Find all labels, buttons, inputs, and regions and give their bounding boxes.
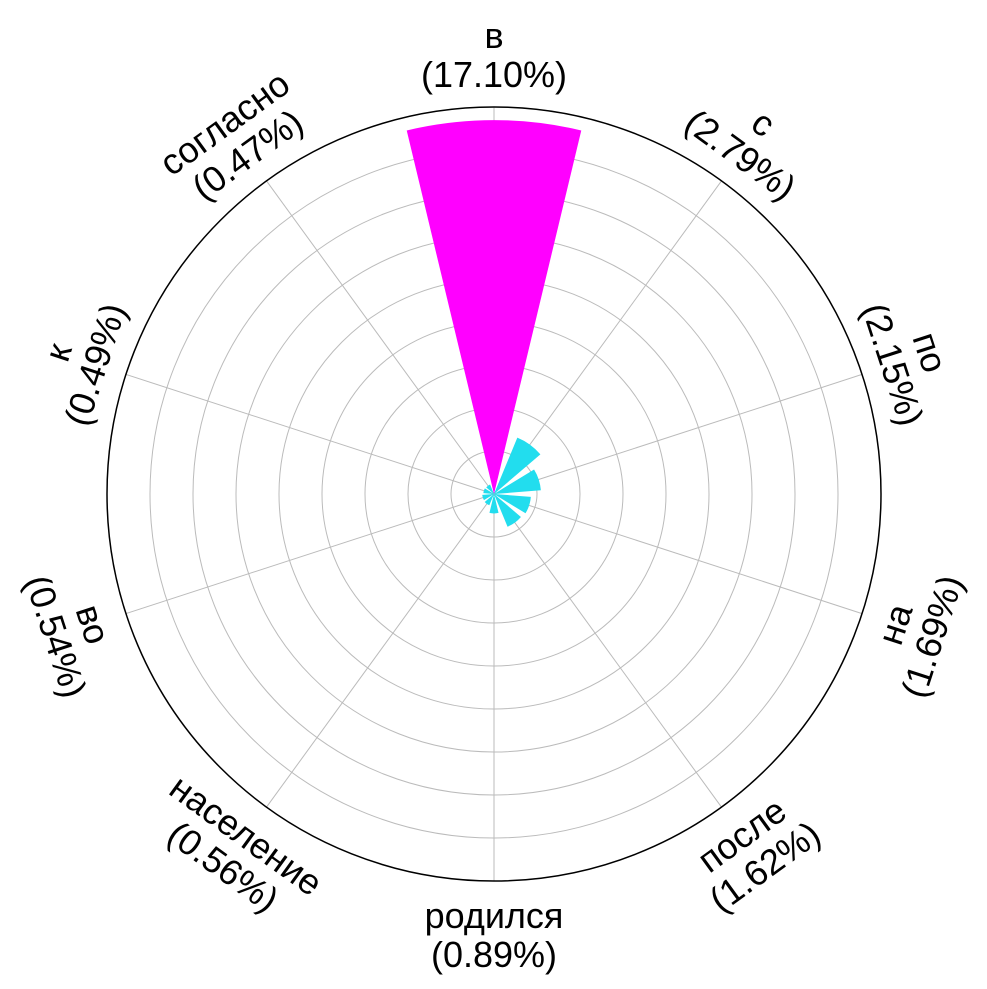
bar-родился <box>489 494 499 514</box>
grid-spoke <box>125 493 495 615</box>
bar-с <box>494 437 541 494</box>
bar-на <box>494 494 531 514</box>
grid-spoke <box>493 180 722 495</box>
bar-в <box>406 120 582 494</box>
category-label-в: в(17.10%) <box>421 15 567 95</box>
grid-spoke <box>493 373 863 495</box>
bar-по <box>494 469 541 494</box>
grid-spoke <box>266 493 495 808</box>
category-label-на: на(1.69%) <box>869 570 971 703</box>
category-name: в <box>484 15 503 56</box>
grid-spoke <box>125 373 495 495</box>
bars <box>406 120 582 527</box>
category-label-население: население(0.56%) <box>160 766 330 920</box>
category-percent: (0.89%) <box>431 934 557 975</box>
category-percent: (17.10%) <box>421 54 567 95</box>
category-percent: (2.79%) <box>678 101 804 208</box>
category-name: родился <box>425 895 564 936</box>
bar-к <box>483 488 494 494</box>
grid-spoke <box>493 493 722 808</box>
grid-spoke <box>493 493 863 615</box>
grid-spoke <box>266 180 495 495</box>
bar-согласно <box>486 484 494 494</box>
category-label-после: после(1.62%) <box>690 789 828 920</box>
bar-население <box>484 494 494 506</box>
bar-во <box>482 494 494 501</box>
category-label-с: с(2.79%) <box>678 101 804 208</box>
bar-после <box>494 494 521 527</box>
category-label-во: во(0.54%) <box>17 570 119 703</box>
polar-frame <box>106 106 882 882</box>
category-label-согласно: согласно(0.47%) <box>152 62 311 208</box>
category-label-родился: родился(0.89%) <box>425 895 564 975</box>
